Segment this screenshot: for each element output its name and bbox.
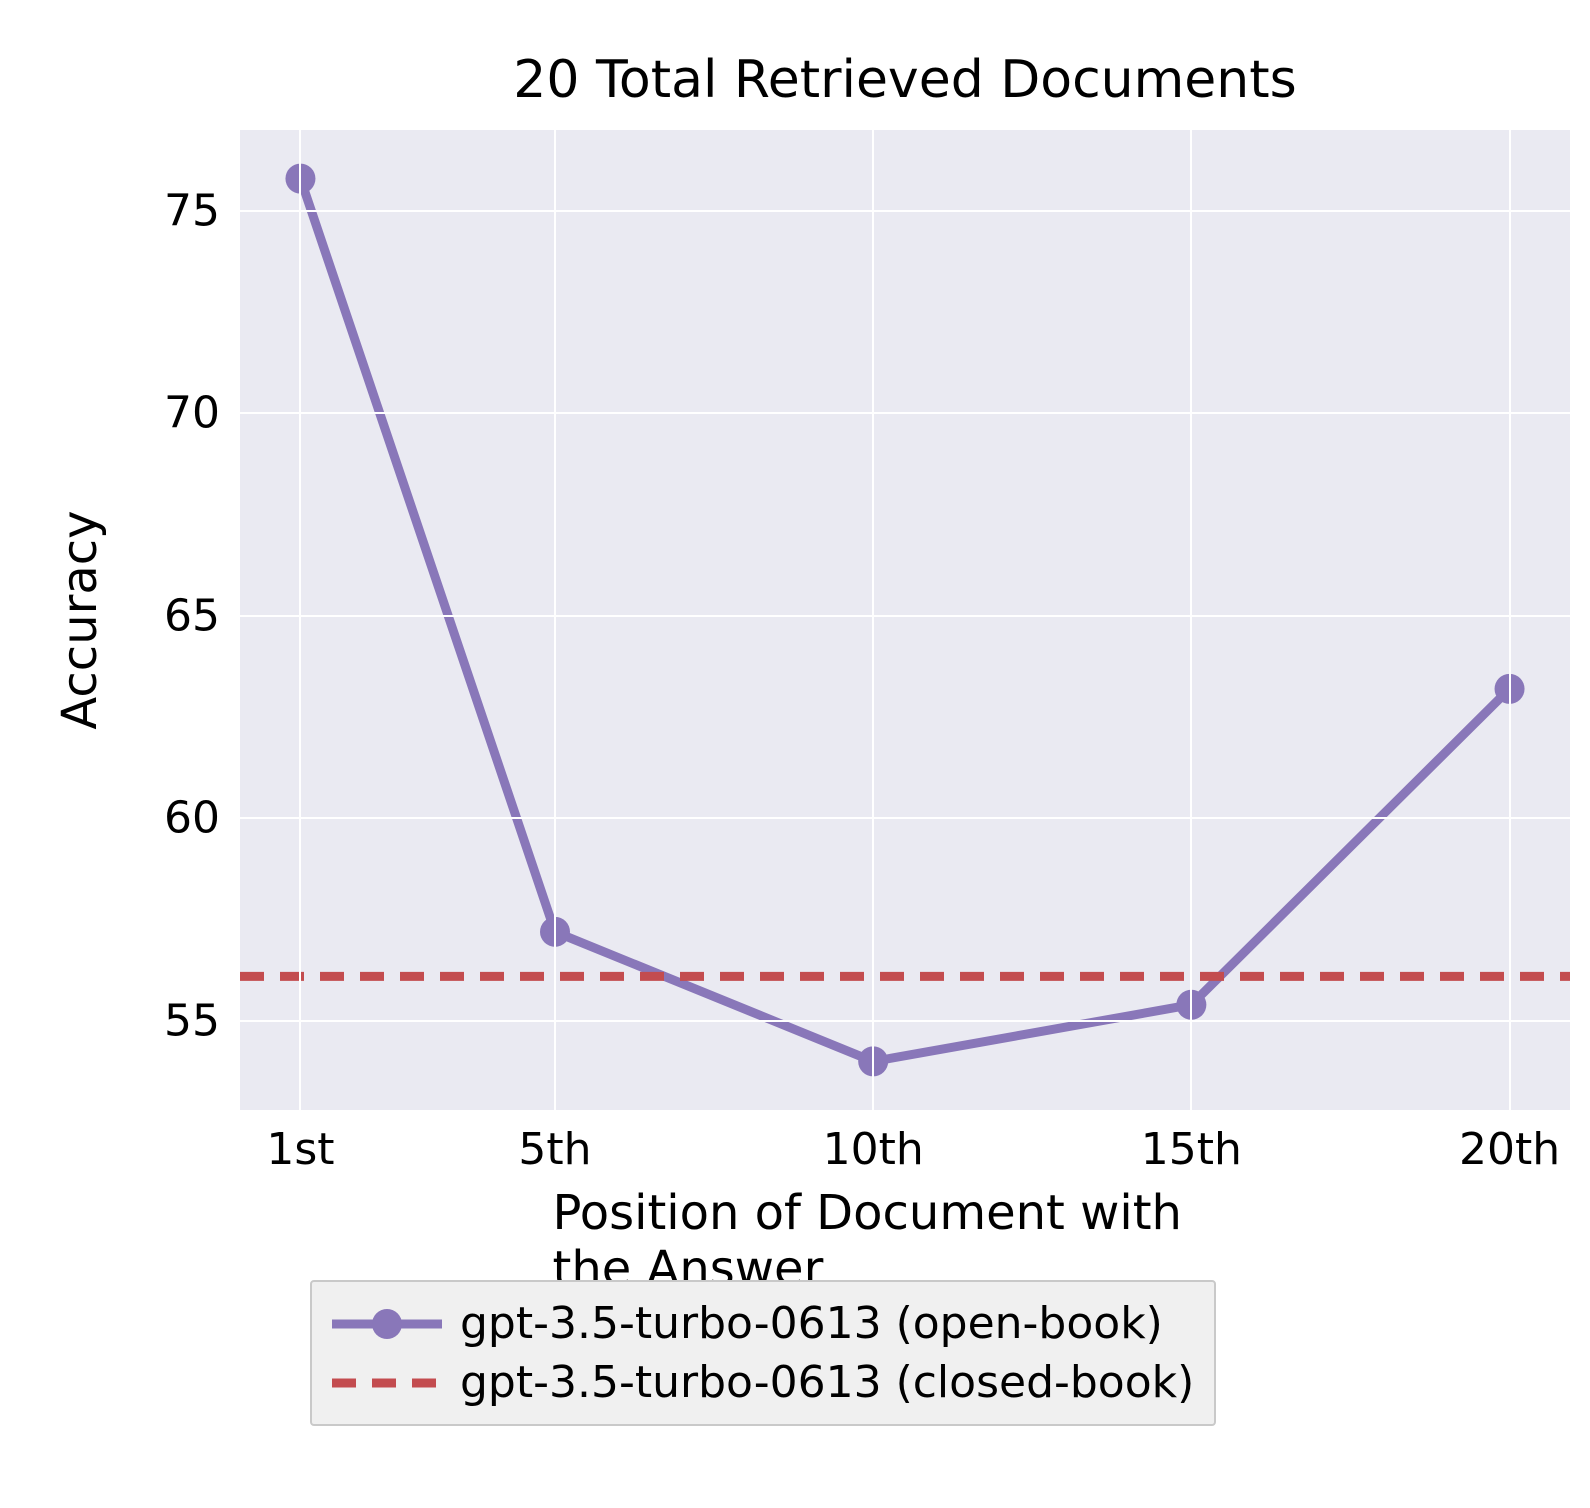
legend-item: gpt-3.5-turbo-0613 (open-book) xyxy=(332,1294,1194,1353)
plot-area xyxy=(240,130,1570,1110)
legend: gpt-3.5-turbo-0613 (open-book) gpt-3.5-tu… xyxy=(310,1280,1216,1426)
y-tick-label: 70 xyxy=(164,388,220,439)
legend-item: gpt-3.5-turbo-0613 (closed-book) xyxy=(332,1353,1194,1412)
y-tick-label: 55 xyxy=(164,995,220,1046)
x-tick-label: 20th xyxy=(1459,1124,1560,1175)
series-open-book-line xyxy=(300,179,1509,1062)
gridline-horizontal xyxy=(240,210,1570,212)
gridline-horizontal xyxy=(240,1020,1570,1022)
gridline-horizontal xyxy=(240,615,1570,617)
gridline-vertical xyxy=(554,130,556,1110)
x-tick-label: 10th xyxy=(823,1124,924,1175)
y-tick-label: 75 xyxy=(164,185,220,236)
chart-title: 20 Total Retrieved Documents xyxy=(240,50,1570,110)
x-tick-label: 1st xyxy=(266,1124,334,1175)
legend-swatch xyxy=(332,1368,442,1398)
legend-label: gpt-3.5-turbo-0613 (closed-book) xyxy=(460,1357,1194,1408)
x-tick-label: 5th xyxy=(518,1124,591,1175)
gridline-vertical xyxy=(1509,130,1511,1110)
y-axis-label: Accuracy xyxy=(52,510,108,729)
gridline-horizontal xyxy=(240,412,1570,414)
gridline-vertical xyxy=(299,130,301,1110)
chart-series xyxy=(240,130,1570,1110)
legend-swatch xyxy=(332,1309,442,1339)
gridline-horizontal xyxy=(240,817,1570,819)
y-tick-label: 65 xyxy=(164,590,220,641)
gridline-vertical xyxy=(1190,130,1192,1110)
chart-container: 20 Total Retrieved Documents Accuracy Po… xyxy=(20,20,1590,1488)
x-tick-label: 15th xyxy=(1141,1124,1242,1175)
y-tick-label: 60 xyxy=(164,793,220,844)
legend-label: gpt-3.5-turbo-0613 (open-book) xyxy=(460,1298,1163,1349)
gridline-vertical xyxy=(872,130,874,1110)
